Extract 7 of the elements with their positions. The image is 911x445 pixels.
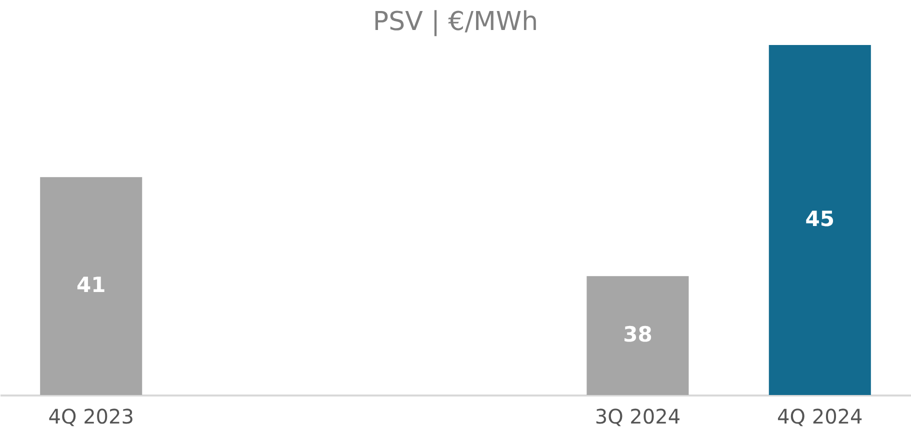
data-label: 41	[76, 273, 106, 298]
x-tick-label: 3Q 2024	[594, 404, 681, 428]
x-tick-label: 4Q 2024	[777, 404, 863, 428]
data-label: 45	[805, 207, 835, 231]
data-label: 38	[623, 322, 652, 347]
chart-title: PSV | €/MWh	[372, 7, 538, 37]
x-tick-label: 4Q 2023	[48, 404, 134, 428]
